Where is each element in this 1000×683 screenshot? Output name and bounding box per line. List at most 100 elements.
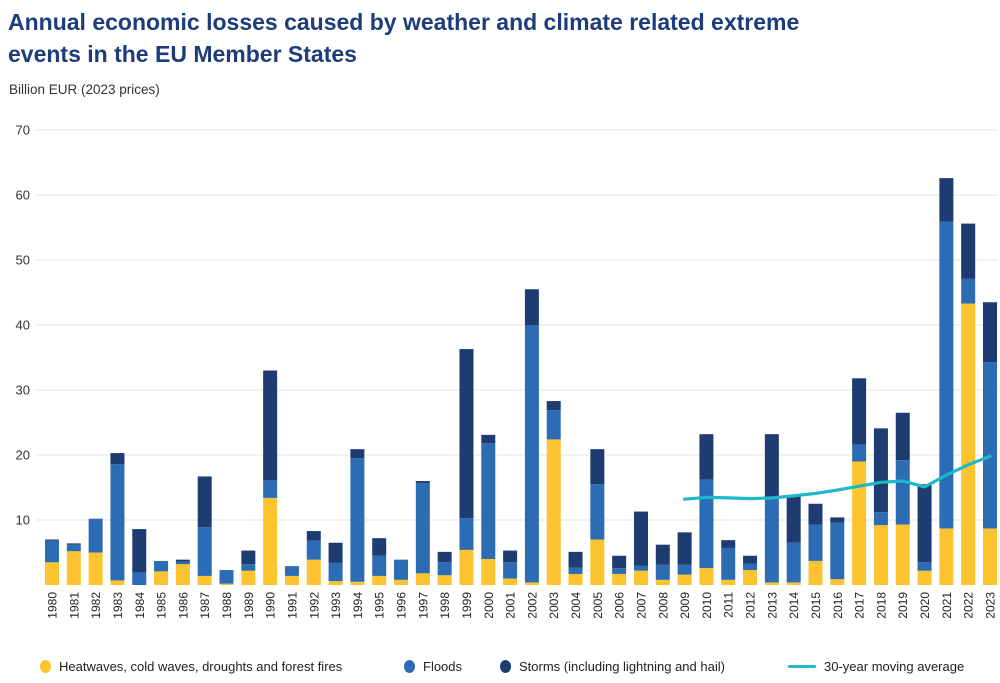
y-axis-tick-label: 10 bbox=[16, 513, 30, 528]
bar-segment-heatwaves bbox=[786, 582, 801, 585]
bar-segment-storms bbox=[939, 178, 954, 222]
bar-segment-floods bbox=[546, 410, 561, 440]
bar-segment-heatwaves bbox=[568, 573, 583, 585]
bar-segment-floods bbox=[66, 544, 81, 552]
bar-segment-storms bbox=[568, 551, 583, 568]
bar-segment-storms bbox=[503, 550, 518, 563]
bar-segment-storms bbox=[677, 532, 692, 565]
bar-segment-storms bbox=[459, 349, 474, 519]
y-axis-tick-label: 70 bbox=[16, 123, 30, 138]
bar-segment-storms bbox=[66, 543, 81, 545]
x-axis-year-label: 2018 bbox=[874, 592, 888, 619]
chart-svg: 10 20 30 40 50 60 70 1980 1981 1982 1983 1984 1985 19… bbox=[16, 123, 998, 619]
x-axis-year-label: 1987 bbox=[198, 592, 212, 619]
bar-segment-floods bbox=[699, 479, 714, 569]
legend-item-heatwaves: Heatwaves, cold waves, droughts and fore… bbox=[40, 652, 342, 680]
bar-segment-floods bbox=[88, 518, 103, 553]
bar-segment-storms bbox=[372, 538, 387, 556]
bar-segment-floods bbox=[306, 540, 321, 560]
bar-segment-storms bbox=[197, 476, 212, 528]
bar-segment-storms bbox=[743, 555, 758, 564]
x-axis-year-label: 2021 bbox=[940, 592, 954, 619]
bar-segment-floods bbox=[590, 484, 605, 540]
x-axis-year-label: 2001 bbox=[504, 592, 518, 619]
y-axis-tick-label: 20 bbox=[16, 448, 30, 463]
x-axis-year-label: 1983 bbox=[111, 592, 125, 619]
x-axis-year-label: 2003 bbox=[547, 592, 561, 619]
y-axis-tick-label: 40 bbox=[16, 318, 30, 333]
bar-segment-heatwaves bbox=[219, 583, 234, 585]
x-axis-year-label: 1989 bbox=[242, 592, 256, 619]
bar-segment-floods bbox=[808, 524, 823, 561]
x-axis-year-label: 1998 bbox=[438, 592, 452, 619]
bar-segment-floods bbox=[328, 562, 343, 582]
chart-legend: Heatwaves, cold waves, droughts and fore… bbox=[0, 652, 1000, 680]
bar-segment-heatwaves bbox=[830, 579, 845, 585]
bar-segment-heatwaves bbox=[917, 570, 932, 585]
bar-segment-floods bbox=[852, 444, 867, 462]
bar-segment-heatwaves bbox=[764, 582, 779, 585]
bar-segment-heatwaves bbox=[481, 559, 496, 585]
bar-segment-storms bbox=[241, 550, 256, 565]
legend-item-moving-average: 30-year moving average bbox=[788, 652, 964, 680]
x-axis-year-label: 1996 bbox=[395, 592, 409, 619]
x-axis-year-label: 2012 bbox=[744, 592, 758, 619]
bar-segment-storms bbox=[590, 449, 605, 485]
bar-segment-storms bbox=[328, 542, 343, 563]
x-axis-year-label: 2000 bbox=[482, 592, 496, 619]
bar-segment-floods bbox=[524, 325, 539, 583]
x-axis-year-label: 1981 bbox=[67, 592, 81, 619]
x-axis-year-label: 1990 bbox=[264, 592, 278, 619]
bar-segment-storms bbox=[263, 370, 278, 481]
bar-segment-heatwaves bbox=[546, 439, 561, 585]
bar-segment-floods bbox=[110, 464, 125, 581]
bar-segment-heatwaves bbox=[394, 579, 409, 585]
floods-dot-icon bbox=[404, 659, 415, 673]
x-axis-year-label: 2023 bbox=[984, 592, 998, 619]
bar-segment-storms bbox=[437, 551, 452, 563]
bar-segment-heatwaves bbox=[873, 525, 888, 585]
bar-segment-floods bbox=[503, 562, 518, 579]
bar-segment-storms bbox=[306, 531, 321, 541]
y-axis-tick-label: 30 bbox=[16, 383, 30, 398]
bar-segment-heatwaves bbox=[655, 579, 670, 585]
bar-segment-storms bbox=[895, 412, 910, 461]
x-axis-year-label: 2009 bbox=[678, 592, 692, 619]
x-axis-year-label: 2007 bbox=[635, 592, 649, 619]
x-axis-year-label: 1985 bbox=[155, 592, 169, 619]
bar-segment-floods bbox=[154, 560, 169, 572]
x-axis-year-label: 2010 bbox=[700, 592, 714, 619]
bar-segment-floods bbox=[132, 572, 147, 585]
bar-segment-floods bbox=[263, 480, 278, 498]
x-axis-year-label: 1988 bbox=[220, 592, 234, 619]
y-axis-tick-label: 50 bbox=[16, 253, 30, 268]
bar-segment-heatwaves bbox=[284, 575, 299, 585]
bar-segment-heatwaves bbox=[306, 559, 321, 585]
legend-label-floods: Floods bbox=[423, 658, 463, 674]
bar-segment-heatwaves bbox=[721, 579, 736, 585]
bar-segment-floods bbox=[873, 512, 888, 526]
storms-dot-icon bbox=[500, 659, 511, 673]
bar-segment-storms bbox=[830, 517, 845, 523]
bar-segment-heatwaves bbox=[241, 570, 256, 585]
bar-segment-heatwaves bbox=[45, 562, 59, 585]
bar-segment-heatwaves bbox=[524, 582, 539, 585]
bar-segment-heatwaves bbox=[699, 568, 714, 585]
bar-segment-heatwaves bbox=[88, 552, 103, 585]
bar-segment-floods bbox=[415, 482, 430, 574]
bar-segment-storms bbox=[546, 401, 561, 411]
bar-segment-floods bbox=[895, 460, 910, 525]
bar-segment-storms bbox=[721, 540, 736, 548]
bar-segment-floods bbox=[983, 362, 997, 529]
bar-segment-storms bbox=[961, 223, 976, 279]
x-axis-year-label: 1999 bbox=[460, 592, 474, 619]
bar-segment-floods bbox=[394, 559, 409, 580]
bar-segment-heatwaves bbox=[590, 539, 605, 585]
bar-segment-floods bbox=[568, 567, 583, 574]
bar-segment-heatwaves bbox=[983, 528, 997, 585]
bar-segment-floods bbox=[612, 568, 627, 574]
bar-segment-heatwaves bbox=[808, 560, 823, 585]
bar-segment-floods bbox=[372, 555, 387, 576]
bar-segment-floods bbox=[241, 564, 256, 571]
